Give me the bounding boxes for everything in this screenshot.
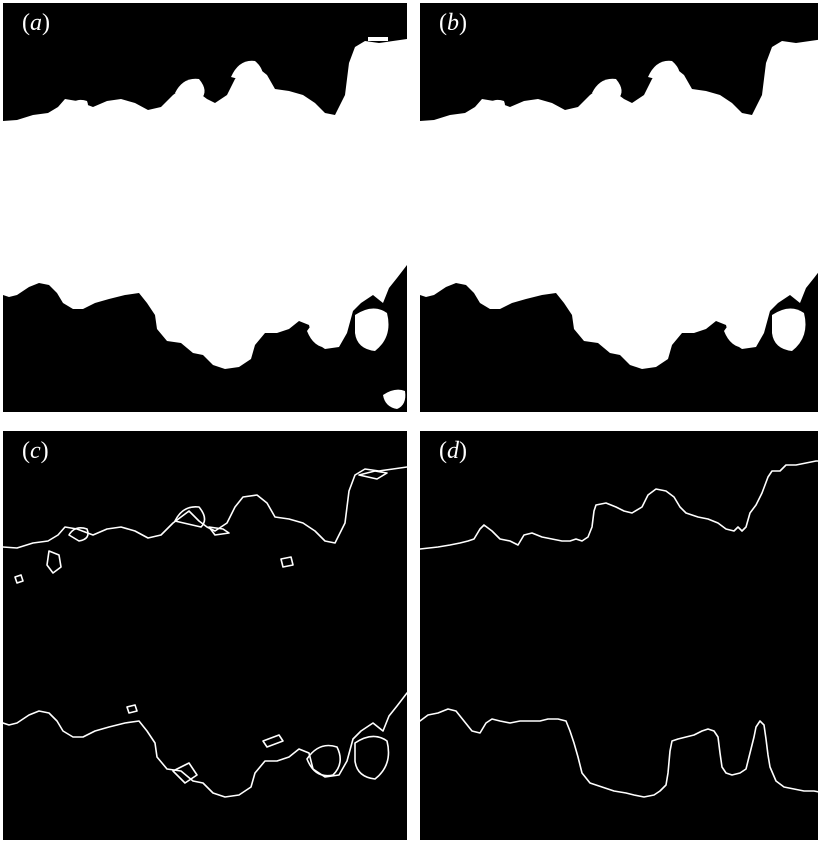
panel-label-b: (b) [439,10,467,36]
edge-contours-c [3,466,407,798]
boundary-contours-d [420,460,818,798]
panel-a-binary-image: (a) [3,3,407,412]
panel-d-boundary-image: (d) [420,431,818,840]
panel-b-binary-image: (b) [420,3,818,412]
panel-label-a: (a) [22,10,50,36]
binary-mask-a [3,37,407,409]
binary-mask-b [420,39,818,369]
panel-label-d: (d) [439,438,467,464]
panel-label-c: (c) [22,438,49,464]
panel-c-edge-image: (c) [3,431,407,840]
